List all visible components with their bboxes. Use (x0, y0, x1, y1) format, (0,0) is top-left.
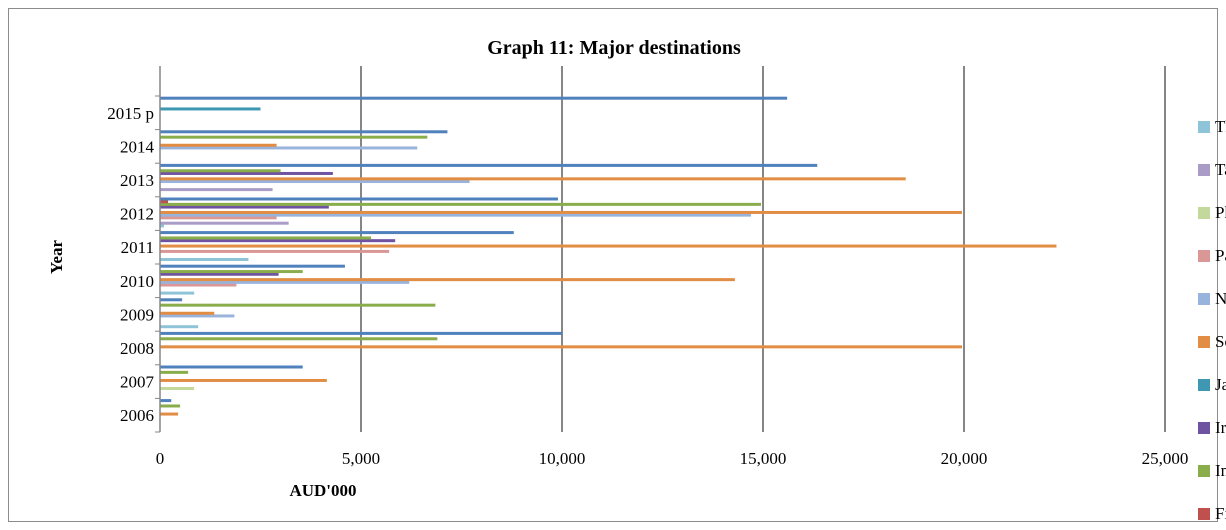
bar-south-korea-2008 (160, 345, 962, 349)
x-tick-label-10000: 10,000 (539, 449, 586, 468)
x-tick-label-0: 0 (156, 449, 165, 468)
y-tick-label-2014: 2014 (120, 137, 155, 156)
legend-label-taiwan: Taiwan (1215, 160, 1226, 179)
legend-swatch-iran (1198, 422, 1210, 434)
bar-south-korea-2009 (160, 311, 215, 315)
axes (155, 66, 161, 433)
legend-label-iran: Iran (1215, 418, 1226, 437)
legend-label-philippines: Philippines (1215, 203, 1226, 222)
bar-china-2008 (160, 331, 562, 335)
y-tick-label-2009: 2009 (120, 305, 154, 324)
bar-india-2007 (160, 370, 189, 374)
bar-iran-2011 (160, 239, 396, 243)
x-tick-label-25000: 25,000 (1142, 449, 1189, 468)
legend-label-pakistan: Pakistan (1215, 246, 1226, 265)
y-tick-label-2012: 2012 (120, 205, 154, 224)
bar-india-2014 (160, 135, 428, 139)
legend-label-japan: Japan (1215, 375, 1226, 394)
bar-india-2009 (160, 303, 436, 307)
bar-south-korea-2012 (160, 210, 962, 214)
bar-china-2007 (160, 365, 303, 369)
bar-china-2009 (160, 298, 183, 302)
legend-swatch-new-zealand (1198, 293, 1210, 305)
bar-thailand-2009 (160, 325, 199, 329)
bar-iran-2010 (160, 272, 279, 276)
bar-fiji-2012 (160, 200, 169, 204)
chart-title: Graph 11: Major destinations (487, 37, 741, 59)
bar-india-2012 (160, 202, 761, 206)
x-tick-label-15000: 15,000 (740, 449, 787, 468)
bar-india-2008 (160, 337, 438, 341)
bar-new-zealand-2014 (160, 146, 418, 150)
bar-south-korea-2006 (160, 412, 179, 416)
x-tick-label-20000: 20,000 (941, 449, 988, 468)
y-tick-label-2006: 2006 (120, 406, 154, 425)
y-tick-label-2013: 2013 (120, 171, 154, 190)
bar-new-zealand-2010 (160, 280, 410, 284)
bar-south-korea-2010 (160, 278, 735, 282)
bar-japan-2015-p (160, 107, 261, 111)
legend-label-south-korea: South Korea (1215, 332, 1226, 351)
bar-south-korea-2007 (160, 378, 327, 382)
bar-china-2012 (160, 197, 558, 201)
bar-china-2011 (160, 231, 514, 235)
legend-label-fiji: Fiji (1215, 504, 1226, 523)
bar-iran-2013 (160, 171, 333, 175)
legend-label-new-zealand: New Zealand (1215, 289, 1226, 308)
bar-pakistan-2012 (160, 216, 277, 220)
y-tick-label-2011: 2011 (121, 238, 154, 257)
bar-new-zealand-2012 (160, 213, 751, 217)
gridlines (360, 66, 1166, 432)
bar-china-2006 (160, 399, 172, 403)
bar-pakistan-2010 (160, 283, 237, 287)
legend-swatch-taiwan (1198, 164, 1210, 176)
legend-swatch-thailand (1198, 121, 1210, 133)
y-tick-label-2008: 2008 (120, 339, 154, 358)
bar-china-2014 (160, 130, 448, 134)
bar-thailand-2012 (160, 224, 165, 228)
bar-china-2010 (160, 264, 345, 268)
bar-iran-2012 (160, 205, 329, 209)
x-tick-labels: 0 5,000 10,000 15,000 20,000 25,000 (156, 449, 1189, 468)
bar-india-2011 (160, 236, 372, 240)
bar-china-2015-p (160, 96, 788, 100)
legend-swatch-south-korea (1198, 336, 1210, 348)
bar-new-zealand-2013 (160, 180, 470, 184)
bar-india-2013 (160, 169, 281, 173)
legend-label-thailand: Thailand (1215, 117, 1226, 136)
legend-swatch-pakistan (1198, 250, 1210, 262)
x-tick-label-5000: 5,000 (342, 449, 380, 468)
bar-south-korea-2011 (160, 244, 1057, 248)
bar-india-2010 (160, 270, 303, 274)
y-axis-title: Year (47, 240, 66, 274)
legend-swatch-japan (1198, 379, 1210, 391)
legend-swatch-india (1198, 465, 1210, 477)
legend-label-india: India (1215, 461, 1226, 480)
bar-china-2013 (160, 163, 818, 167)
bar-new-zealand-2009 (160, 314, 235, 318)
legend: Thailand Taiwan Philippines Pakistan New Zea… (1198, 117, 1226, 523)
y-tick-label-2010: 2010 (120, 272, 154, 291)
bar-pakistan-2011 (160, 249, 390, 253)
bar-taiwan-2012 (160, 221, 289, 225)
bars-layer (160, 96, 1057, 416)
y-tick-labels: 2006 2007 2008 2009 2010 2011 2012 2013 2014 2015… (107, 104, 154, 425)
y-tick-label-2015-p: 2015 p (107, 104, 154, 123)
bar-thailand-2011 (160, 258, 249, 261)
legend-swatch-fiji (1198, 508, 1210, 520)
legend-swatch-philippines (1198, 207, 1210, 219)
y-tick-label-2007: 2007 (120, 373, 155, 392)
bar-taiwan-2013 (160, 188, 273, 192)
bar-south-korea-2014 (160, 143, 277, 147)
bar-thailand-2010 (160, 291, 195, 295)
x-axis-title: AUD'000 (289, 481, 356, 500)
bar-philippines-2007 (160, 387, 195, 391)
bar-india-2006 (160, 404, 181, 408)
bar-south-korea-2013 (160, 177, 906, 181)
